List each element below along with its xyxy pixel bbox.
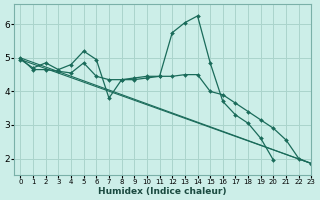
- X-axis label: Humidex (Indice chaleur): Humidex (Indice chaleur): [99, 187, 227, 196]
